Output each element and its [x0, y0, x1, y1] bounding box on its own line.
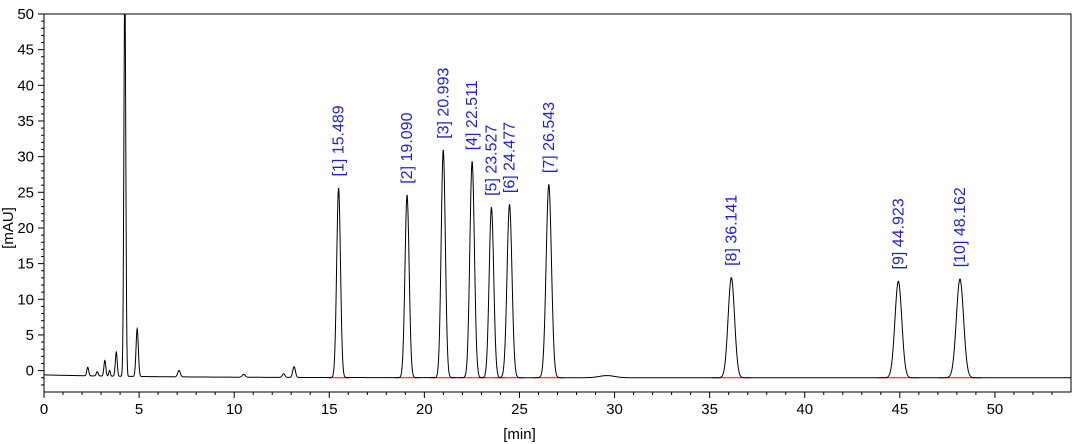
y-tick-label-45: 45: [17, 42, 34, 59]
x-tick-label-25: 25: [511, 401, 528, 418]
y-tick-label-15: 15: [17, 256, 34, 273]
x-tick-label-0: 0: [40, 401, 48, 418]
peak-label-10: [10] 48.162: [952, 187, 969, 267]
y-tick-label-30: 30: [17, 149, 34, 166]
y-tick-label-40: 40: [17, 77, 34, 94]
y-tick-label-25: 25: [17, 184, 34, 201]
peak-apex-1: [337, 187, 340, 190]
x-tick-label-35: 35: [701, 401, 718, 418]
x-tick-label-10: 10: [226, 401, 243, 418]
peak-label-5: [5] 23.527: [483, 125, 500, 196]
peak-label-2: [2] 19.090: [399, 112, 416, 183]
y-axis-title: [mAU]: [0, 207, 17, 249]
peak-apex-2: [406, 194, 408, 197]
x-tick-label-45: 45: [891, 401, 908, 418]
x-tick-label-50: 50: [987, 401, 1004, 418]
y-axis: 0 5 10 15 20 25 30 35 40 45 50: [17, 6, 44, 386]
y-tick-label-0: 0: [26, 363, 34, 380]
peak-labels: [1] 15.489 [2] 19.090 [3] 20.993 [4] 22.511…: [331, 68, 969, 270]
peak-apex-3: [442, 150, 445, 152]
y-tick-label-10: 10: [17, 291, 34, 308]
peak-apex-4: [471, 161, 473, 164]
peak-apex-5: [490, 207, 493, 209]
peak-label-1: [1] 15.489: [331, 105, 348, 176]
x-axis-title: [min]: [503, 426, 536, 443]
chromatogram-trace: [44, 14, 1071, 379]
peak-apex-7: [548, 184, 550, 186]
x-axis: 0 5 10 15 20 25 30 35 40 45 50: [40, 392, 1053, 418]
x-tick-label-15: 15: [321, 401, 338, 418]
x-tick-label-30: 30: [606, 401, 623, 418]
peak-label-9: [9] 44.923: [890, 198, 907, 269]
peak-label-3: [3] 20.993: [435, 68, 452, 139]
x-tick-label-20: 20: [416, 401, 433, 418]
x-tick-label-5: 5: [135, 401, 143, 418]
y-tick-label-20: 20: [17, 220, 34, 237]
peak-label-4: [4] 22.511: [464, 80, 481, 150]
plot-frame: [43, 13, 1072, 393]
peak-apex-6: [508, 204, 511, 206]
peak-apex-9: [897, 280, 900, 283]
peak-label-6: [6] 24.477: [502, 122, 519, 193]
peak-apex-8: [730, 277, 733, 279]
y-tick-label-50: 50: [17, 6, 34, 23]
peak-label-8: [8] 36.141: [723, 195, 740, 266]
peak-label-7: [7] 26.543: [541, 102, 558, 173]
y-tick-label-5: 5: [26, 327, 34, 344]
y-tick-label-35: 35: [17, 113, 34, 130]
x-tick-label-40: 40: [796, 401, 813, 418]
peak-apex-10: [959, 278, 961, 281]
plot-area: [44, 14, 1071, 379]
